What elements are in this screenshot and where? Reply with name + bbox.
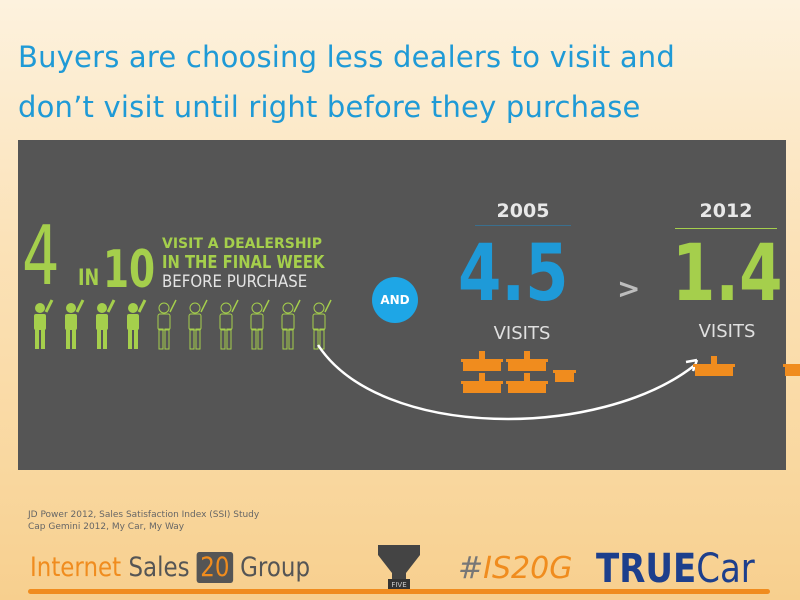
caption-line-3: BEFORE PURCHASE [162, 272, 308, 292]
dealership-icon [506, 351, 548, 371]
divider [475, 225, 571, 226]
person-icon-highlighted [127, 299, 147, 349]
title-line-1: Buyers are choosing less dealers to visi… [18, 40, 675, 74]
divider [675, 228, 777, 229]
year-2005: 2005 [496, 200, 550, 222]
truecar-logo: TRUECar [596, 546, 755, 592]
visits-2012-value: 1.4 [672, 229, 783, 319]
caption-line-2: IN THE FINAL WEEK [162, 252, 325, 273]
svg-text:FIVE: FIVE [391, 581, 406, 589]
dealership-icon [693, 356, 735, 376]
dealership-icon [783, 364, 800, 376]
person-icon-highlighted [34, 299, 54, 349]
and-badge: AND [372, 277, 418, 323]
footer-bar [28, 589, 770, 594]
person-icon-highlighted [96, 299, 116, 349]
slide-title: Buyers are choosing less dealers to visi… [18, 32, 675, 132]
person-icon-highlighted [65, 299, 85, 349]
person-icon [219, 299, 239, 350]
year-2012: 2012 [699, 200, 753, 222]
dealership-icon [461, 351, 503, 371]
caption-line-1: VISIT A DEALERSHIP [162, 236, 323, 252]
stat-big-number: 4 [22, 209, 60, 304]
dealership-icon [553, 370, 576, 382]
hashtag: #IS20G [458, 551, 573, 586]
person-icon [250, 299, 270, 350]
dealership-icon [506, 373, 548, 393]
person-icon [281, 299, 301, 350]
person-icon [188, 299, 208, 350]
dealership-icon [461, 373, 503, 393]
stat-of: 10 [103, 240, 156, 300]
five-logo: FIVE [378, 545, 420, 591]
greater-than-symbol: > [617, 272, 641, 305]
title-line-2: don’t visit until right before they purc… [18, 90, 641, 124]
stat-in: IN [78, 266, 100, 291]
arc-arrow [316, 344, 696, 421]
source-2: Cap Gemini 2012, My Car, My Way [28, 522, 185, 532]
internet-sales-20-group-logo: Internet Sales 20 Group [30, 552, 311, 583]
visits-2005-label: VISITS [493, 323, 551, 344]
person-icon [157, 299, 177, 350]
visits-2012-label: VISITS [698, 321, 756, 342]
sources: JD Power 2012, Sales Satisfaction Index … [28, 509, 259, 533]
visits-2005-value: 4.5 [458, 229, 569, 319]
person-icon [312, 299, 332, 350]
source-1: JD Power 2012, Sales Satisfaction Index … [28, 510, 260, 520]
